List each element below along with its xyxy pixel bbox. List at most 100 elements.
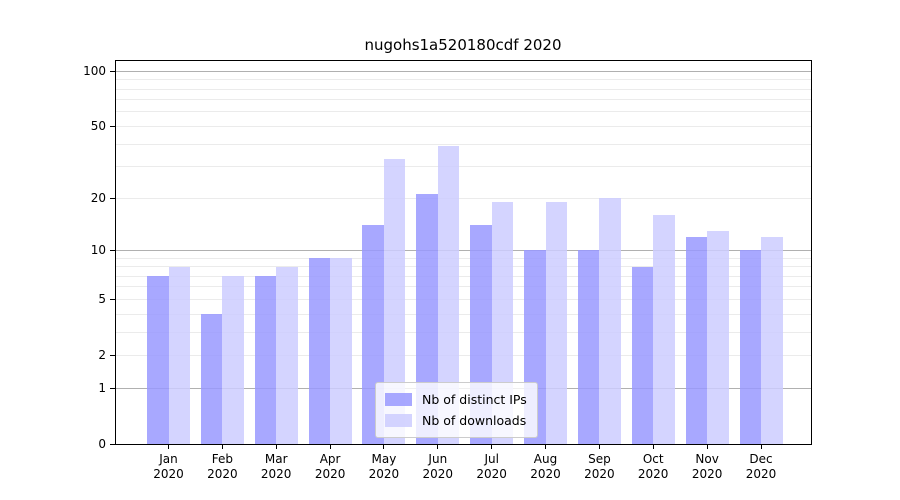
x-tick-mark — [545, 444, 546, 449]
minor-gridline — [116, 331, 811, 333]
x-tick-label-aug: Aug 2020 — [516, 452, 576, 482]
x-tick-year: 2020 — [530, 467, 561, 481]
minor-gridline — [116, 197, 811, 199]
x-tick-month: Nov — [695, 452, 719, 466]
x-tick-month: May — [371, 452, 397, 466]
downloads-swatch — [385, 414, 412, 427]
x-tick-mark — [383, 444, 385, 449]
x-tick-year: 2020 — [637, 467, 669, 481]
x-tick-mark — [329, 444, 331, 449]
y-tick-label: 0 — [98, 437, 106, 451]
x-tick-month: Feb — [211, 452, 234, 466]
legend-label: Nb of downloads — [422, 413, 527, 428]
bar-downloads-feb — [222, 276, 244, 444]
minor-gridline — [116, 99, 811, 101]
x-tick-year: 2020 — [153, 467, 184, 481]
x-tick-month: Apr — [319, 452, 341, 466]
y-tick-mark — [110, 354, 115, 356]
bar-downloads-oct — [653, 215, 675, 444]
x-tick-label-jan: Jan 2020 — [139, 452, 199, 482]
distinct-ips-swatch — [385, 393, 412, 406]
minor-gridline — [116, 125, 811, 127]
y-tick-label: 2 — [98, 348, 106, 363]
plot-area: 0 1 2 5 10 20 50 100 Jan 2020 Feb 2020 Mar 2020 Apr 20… — [83, 60, 812, 481]
x-tick-year: 2020 — [422, 467, 454, 481]
x-tick-year: 2020 — [476, 467, 507, 481]
bar-downloads-sep — [599, 198, 621, 444]
x-tick-label-dec: Dec 2020 — [731, 452, 791, 482]
minor-gridline — [116, 266, 811, 267]
x-tick-month: Oct — [642, 452, 664, 466]
x-tick-month: Dec — [749, 452, 773, 466]
x-tick-mark — [168, 444, 169, 449]
x-tick-month: Jul — [484, 452, 499, 466]
bar-downloads-apr — [330, 258, 352, 444]
x-tick-year: 2020 — [745, 467, 777, 481]
minor-gridline — [116, 79, 811, 81]
x-tick-month: Jan — [159, 452, 178, 466]
y-tick-mark — [110, 70, 115, 72]
x-tick-label-sep: Sep 2020 — [569, 452, 629, 482]
x-tick-label-oct: Oct 2020 — [623, 452, 683, 482]
bar-downloads-jan — [168, 266, 190, 444]
x-tick-month: Mar — [264, 452, 288, 466]
x-tick-year: 2020 — [368, 467, 400, 481]
decade-gridline — [116, 70, 811, 72]
bar-downloads-mar — [276, 266, 298, 444]
y-tick-mark — [110, 298, 115, 300]
minor-gridline — [116, 143, 811, 145]
x-tick-mark — [491, 444, 493, 449]
x-tick-mark — [221, 444, 223, 449]
minor-gridline — [116, 354, 811, 356]
bar-distinct-ips-mar — [254, 276, 277, 444]
y-tick-label: 100 — [83, 64, 106, 79]
bar-downloads-nov — [707, 230, 729, 444]
bar-distinct-ips-nov — [685, 236, 708, 444]
x-tick-label-jun: Jun 2020 — [408, 452, 468, 482]
legend-entry-distinct-ips: Nb of distinct IPs — [385, 389, 527, 410]
bar-distinct-ips-feb — [200, 314, 223, 444]
x-tick-month: Aug — [533, 452, 558, 466]
x-tick-mark — [598, 444, 600, 449]
x-tick-year: 2020 — [207, 467, 238, 481]
x-tick-mark — [760, 444, 762, 449]
minor-gridline — [116, 257, 811, 259]
x-tick-year: 2020 — [260, 467, 292, 481]
x-tick-mark — [437, 444, 439, 449]
minor-gridline — [116, 313, 811, 315]
y-axis: 0 1 2 5 10 20 50 100 — [83, 61, 811, 451]
y-tick-label: 20 — [90, 191, 106, 206]
bar-distinct-ips-jun — [416, 194, 438, 444]
x-tick-month: Sep — [588, 452, 611, 466]
x-axis: Jan 2020 Feb 2020 Mar 2020 Apr 2020 May 2020 Jun 20… — [116, 61, 811, 481]
bar-downloads-jun — [437, 146, 460, 444]
minor-gridline — [116, 88, 811, 90]
x-tick-label-apr: Apr 2020 — [300, 452, 360, 482]
minor-gridline — [116, 286, 811, 288]
y-tick-mark — [110, 197, 115, 199]
minor-gridline — [116, 111, 811, 113]
x-tick-year: 2020 — [691, 467, 723, 481]
chart-title: nugohs1a520180cdf 2020 — [364, 36, 562, 54]
bar-downloads-aug — [545, 202, 567, 444]
bar-distinct-ips-dec — [739, 250, 761, 444]
legend-label: Nb of distinct IPs — [422, 392, 527, 407]
x-tick-label-jul: Jul 2020 — [462, 452, 522, 482]
legend-entry-downloads: Nb of downloads — [385, 410, 527, 431]
legend: Nb of distinct IPs Nb of downloads — [375, 382, 538, 438]
y-tick-label: 10 — [90, 243, 106, 258]
x-tick-label-feb: Feb 2020 — [192, 452, 252, 482]
minor-gridline — [116, 298, 811, 300]
x-tick-mark — [652, 444, 654, 449]
y-tick-label: 1 — [98, 381, 106, 395]
y-tick-mark — [110, 249, 115, 251]
y-tick-mark — [110, 125, 115, 127]
bar-distinct-ips-sep — [577, 250, 600, 444]
x-tick-year: 2020 — [584, 467, 615, 481]
x-tick-label-mar: Mar 2020 — [246, 452, 306, 482]
bar-distinct-ips-oct — [631, 266, 654, 444]
decade-gridline — [116, 249, 811, 251]
y-tick-mark — [110, 387, 115, 389]
legend-rows: Nb of distinct IPs Nb of downloads — [385, 389, 527, 431]
